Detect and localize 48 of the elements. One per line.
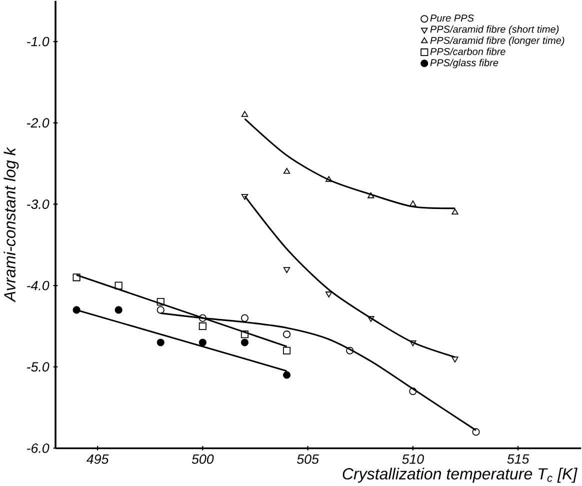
legend-label: PPS/carbon fibre (430, 48, 506, 55)
y-tick-label: -2.0 (27, 118, 50, 128)
point (72, 273, 80, 281)
y-tick-label: -5.0 (27, 362, 50, 372)
point (114, 306, 122, 314)
point (325, 176, 332, 182)
x-tick-label: 505 (296, 454, 319, 464)
point (156, 306, 164, 314)
legend-label: PPS/aramid fibre (short time) (430, 25, 559, 35)
point (241, 194, 248, 200)
legend-label: Pure PPS (430, 14, 474, 22)
legend-label: PPS/aramid fibre (longer time) (430, 36, 564, 46)
x-axis-title: Crystallization temperature T$_{c}$ [K] (342, 468, 578, 482)
point (114, 282, 122, 290)
x-tick-label: 510 (402, 454, 424, 464)
point (240, 314, 249, 322)
y-tick-label: -4.0 (27, 280, 50, 290)
point (410, 340, 416, 346)
point (283, 168, 290, 174)
point (368, 192, 374, 198)
point (156, 298, 164, 306)
point (282, 371, 291, 379)
point (198, 338, 206, 346)
point (325, 291, 332, 298)
y-tick-label: -6.0 (27, 443, 50, 453)
point (282, 330, 291, 338)
point (409, 387, 417, 395)
point (198, 314, 206, 322)
point (282, 346, 291, 354)
point (240, 338, 249, 346)
point (198, 322, 206, 330)
point (72, 306, 80, 314)
point (452, 356, 458, 362)
point (240, 330, 249, 338)
point (241, 110, 248, 117)
point (410, 200, 416, 206)
point (472, 428, 480, 436)
point (156, 338, 164, 346)
point (346, 346, 354, 354)
y-axis-title: Avrami-constant log k (4, 146, 19, 302)
y-tick-label: -3.0 (27, 199, 50, 209)
x-tick-label: 515 (507, 454, 530, 464)
y-tick-label: -1.0 (27, 36, 50, 46)
x-tick-label: 500 (192, 454, 214, 464)
x-tick-label: 495 (86, 454, 109, 464)
point (368, 316, 374, 322)
point (283, 266, 290, 273)
legend-label: PPS/glass fibre (430, 58, 498, 68)
